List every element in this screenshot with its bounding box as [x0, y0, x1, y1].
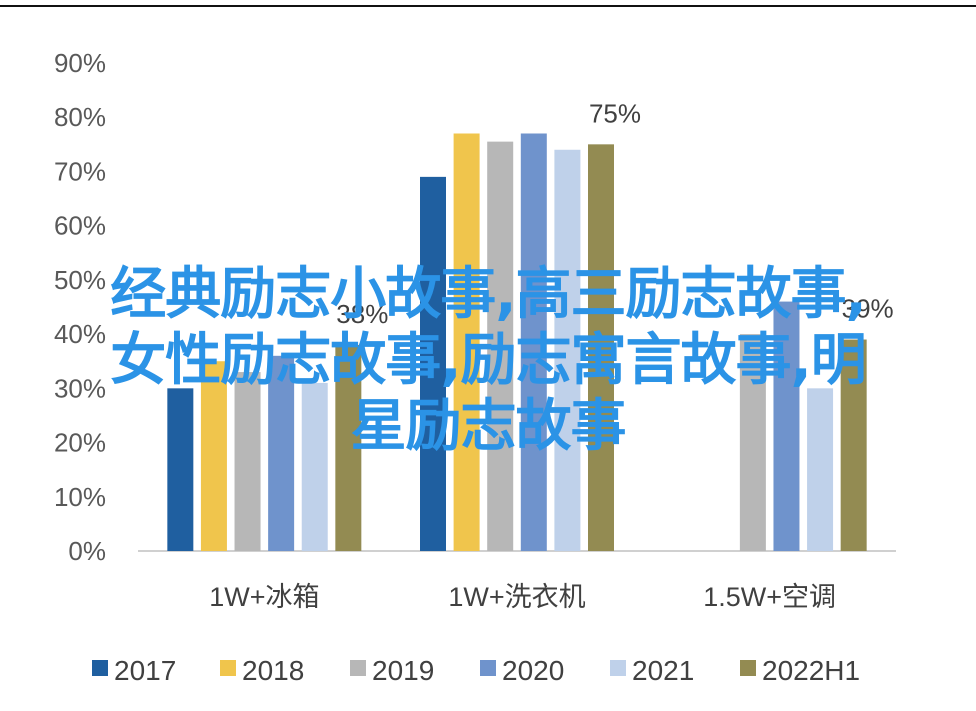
legend-label: 2022H1: [762, 655, 860, 686]
bar-2017: [420, 176, 446, 551]
top-border-line: [0, 5, 976, 7]
y-tick-label: 40%: [54, 319, 106, 349]
bar-2017: [167, 388, 194, 551]
legend-swatch-2022h1: [740, 660, 756, 676]
legend-label: 2018: [242, 655, 304, 686]
x-category-label: 1.5W+空调: [703, 582, 836, 612]
legend-label: 2020: [502, 655, 564, 686]
data-label: 75%: [589, 98, 641, 128]
bar-2021: [807, 388, 834, 551]
y-tick-label: 30%: [54, 373, 106, 403]
y-tick-label: 0%: [68, 536, 106, 566]
legend-label: 2017: [114, 655, 176, 686]
y-tick-label: 60%: [54, 211, 106, 241]
x-category-label: 1W+冰箱: [209, 582, 319, 612]
legend-swatch-2017: [92, 660, 108, 676]
y-tick-label: 90%: [54, 48, 106, 78]
bar-2018: [453, 133, 480, 551]
y-tick-label: 80%: [54, 102, 106, 132]
bar-2019: [739, 334, 766, 551]
overlay-line-2: 女性励志故事,励志寓言故事,明: [110, 328, 867, 393]
legend-swatch-2021: [610, 660, 626, 676]
bar-2021: [554, 149, 581, 551]
legend-swatch-2018: [220, 660, 236, 676]
y-tick-label: 50%: [54, 265, 106, 295]
bar-2019: [234, 372, 261, 551]
x-category-label: 1W+洗衣机: [448, 582, 585, 612]
legend-swatch-2020: [480, 660, 496, 676]
bar-2019: [487, 141, 514, 551]
bar-2022h1: [588, 144, 614, 552]
y-tick-label: 20%: [54, 428, 106, 458]
y-tick-label: 70%: [54, 156, 106, 186]
bar-2020: [773, 301, 800, 551]
bar-2020: [520, 133, 547, 551]
bar-2018: [200, 361, 227, 551]
overlay-line-1: 经典励志小故事,高三励志故事,: [110, 262, 867, 327]
legend-label: 2019: [372, 655, 434, 686]
data-label: 38%: [336, 299, 388, 329]
bar-2022h1: [335, 344, 362, 551]
watermark-overlay: 经典励志小故事,高三励志故事, 女性励志故事,励志寓言故事,明 星励志故事: [0, 262, 976, 460]
bar-2022h1: [840, 339, 867, 551]
data-label: 39%: [842, 294, 894, 324]
overlay-line-3: 星励志故事: [350, 394, 627, 459]
y-tick-label: 10%: [54, 482, 106, 512]
legend-label: 2021: [632, 655, 694, 686]
legend-swatch-2019: [350, 660, 366, 676]
bar-2021: [301, 382, 328, 551]
bar-2020: [268, 355, 295, 551]
